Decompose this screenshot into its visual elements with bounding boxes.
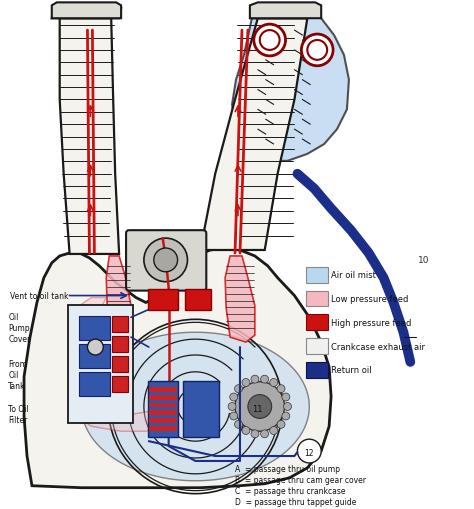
Circle shape xyxy=(270,427,278,435)
Circle shape xyxy=(228,403,236,411)
Circle shape xyxy=(261,376,269,383)
Circle shape xyxy=(297,439,321,463)
Circle shape xyxy=(277,420,285,429)
FancyBboxPatch shape xyxy=(306,267,328,283)
FancyBboxPatch shape xyxy=(112,336,128,352)
Text: C  = passage thru crankcase: C = passage thru crankcase xyxy=(235,486,346,495)
Text: A  = passage thru oil pump: A = passage thru oil pump xyxy=(235,464,340,473)
FancyBboxPatch shape xyxy=(79,345,110,368)
Polygon shape xyxy=(225,257,255,343)
Circle shape xyxy=(230,412,237,420)
Circle shape xyxy=(235,385,243,393)
FancyBboxPatch shape xyxy=(149,427,177,432)
Circle shape xyxy=(283,403,292,411)
Polygon shape xyxy=(201,19,307,250)
FancyBboxPatch shape xyxy=(182,381,219,437)
Text: 10: 10 xyxy=(418,256,430,265)
Text: B  = passage thru cam gear cover: B = passage thru cam gear cover xyxy=(235,475,366,484)
Polygon shape xyxy=(82,332,310,481)
FancyBboxPatch shape xyxy=(112,317,128,332)
FancyBboxPatch shape xyxy=(306,291,328,307)
Circle shape xyxy=(242,427,250,435)
FancyBboxPatch shape xyxy=(112,356,128,372)
FancyBboxPatch shape xyxy=(149,395,177,400)
Text: Oil
Pump
Cover: Oil Pump Cover xyxy=(8,312,30,343)
FancyBboxPatch shape xyxy=(149,411,177,415)
Text: To Oil
Filter: To Oil Filter xyxy=(8,405,29,425)
Text: High pressure feed: High pressure feed xyxy=(331,318,411,327)
Text: 12: 12 xyxy=(305,448,314,457)
Circle shape xyxy=(235,382,284,432)
Circle shape xyxy=(301,35,333,67)
Text: From
Oil
Tank: From Oil Tank xyxy=(8,359,27,390)
Circle shape xyxy=(235,420,243,429)
Text: Low pressure feed: Low pressure feed xyxy=(331,294,409,303)
Polygon shape xyxy=(70,298,166,432)
FancyBboxPatch shape xyxy=(306,315,328,330)
Circle shape xyxy=(282,412,290,420)
Polygon shape xyxy=(52,9,121,19)
Circle shape xyxy=(282,393,290,401)
Polygon shape xyxy=(252,5,314,19)
FancyBboxPatch shape xyxy=(149,418,177,423)
Circle shape xyxy=(242,379,250,387)
FancyBboxPatch shape xyxy=(149,403,177,408)
FancyBboxPatch shape xyxy=(79,317,110,341)
Circle shape xyxy=(277,385,285,393)
Polygon shape xyxy=(250,4,321,19)
Text: Vent to oil tank: Vent to oil tank xyxy=(10,292,69,300)
Circle shape xyxy=(254,25,285,56)
Circle shape xyxy=(270,379,278,387)
Text: Return oil: Return oil xyxy=(331,365,372,375)
Circle shape xyxy=(251,376,259,383)
FancyBboxPatch shape xyxy=(148,289,178,311)
Circle shape xyxy=(154,248,178,272)
Circle shape xyxy=(87,340,103,355)
FancyBboxPatch shape xyxy=(149,387,177,392)
FancyBboxPatch shape xyxy=(148,381,178,437)
Polygon shape xyxy=(232,5,349,161)
Polygon shape xyxy=(52,4,121,19)
Circle shape xyxy=(307,41,327,61)
Text: Crankcase exhaust air: Crankcase exhaust air xyxy=(331,342,425,351)
Circle shape xyxy=(260,31,280,51)
Polygon shape xyxy=(24,248,331,488)
Circle shape xyxy=(251,430,259,438)
Polygon shape xyxy=(60,19,119,254)
FancyBboxPatch shape xyxy=(79,372,110,396)
Polygon shape xyxy=(106,257,131,343)
Text: 11: 11 xyxy=(253,404,263,413)
FancyBboxPatch shape xyxy=(126,231,206,291)
Circle shape xyxy=(248,395,272,418)
FancyBboxPatch shape xyxy=(306,362,328,378)
FancyBboxPatch shape xyxy=(112,376,128,392)
FancyBboxPatch shape xyxy=(306,338,328,354)
Circle shape xyxy=(261,430,269,438)
FancyBboxPatch shape xyxy=(68,306,133,423)
FancyBboxPatch shape xyxy=(184,289,211,311)
Circle shape xyxy=(230,393,237,401)
Text: Air oil mist: Air oil mist xyxy=(331,271,376,280)
Circle shape xyxy=(144,239,188,282)
Text: D  = passage thru tappet guide: D = passage thru tappet guide xyxy=(235,497,356,505)
